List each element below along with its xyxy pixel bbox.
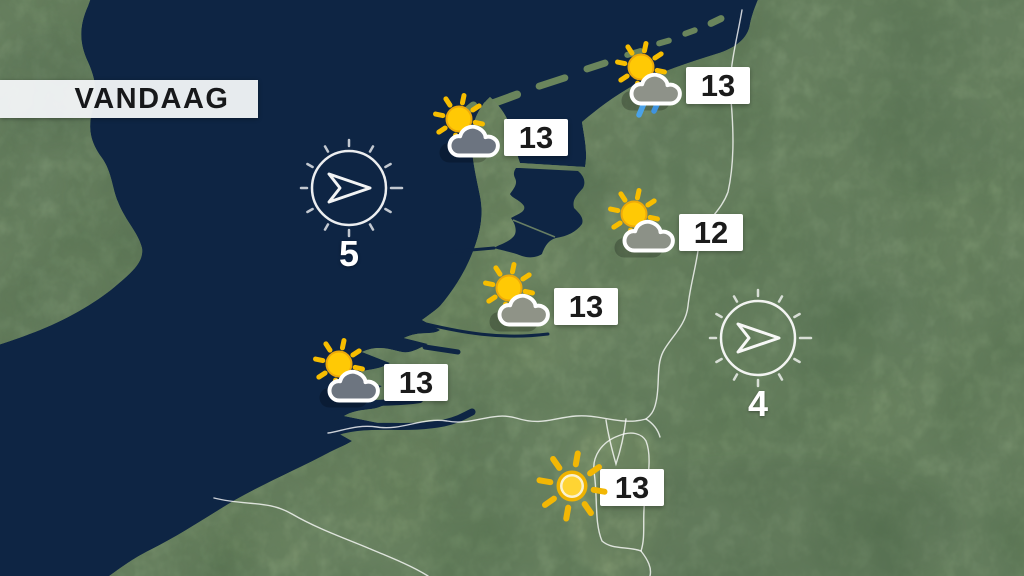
border-be-fr [213, 497, 429, 576]
temperature-label: 13 [600, 469, 664, 506]
wind-speed: 5 [338, 233, 360, 274]
houtribdijk [512, 219, 556, 238]
border-be-de [645, 418, 661, 438]
weather-station-groningen: 13 [605, 37, 775, 147]
temperature-label: 13 [554, 288, 618, 325]
wind-compass-icon [299, 138, 404, 238]
temperature-label: 13 [686, 67, 750, 104]
weather-station-noord-holland: 13 [423, 89, 593, 199]
sun-icon [536, 450, 610, 524]
temperature-value: 13 [568, 288, 604, 324]
temperature-value: 12 [693, 214, 729, 250]
weather-station-oost: 12 [598, 184, 768, 294]
page-title: VANDAAG [74, 82, 230, 115]
border-nl-be [327, 415, 647, 434]
weather-station-zuid: 13 [536, 450, 706, 560]
border-lu-fr [640, 550, 652, 576]
sun-cloud-rain-icon [605, 37, 682, 118]
wind-indicator-land: 4 [703, 288, 813, 438]
temperature-value: 13 [398, 364, 434, 400]
sun-icon [536, 450, 706, 560]
weather-station-midden: 13 [473, 258, 643, 368]
wind-indicator-sea: 5 [294, 138, 404, 288]
temperature-label: 13 [504, 119, 568, 156]
temperature-value: 13 [518, 119, 554, 155]
temperature-label: 13 [384, 364, 448, 401]
weather-station-zeeland: 13 [303, 334, 473, 444]
temperature-label: 12 [679, 214, 743, 251]
wind-speed: 4 [747, 383, 769, 424]
temperature-value: 13 [700, 67, 736, 103]
ijsselmeer [494, 168, 585, 258]
temperature-value: 13 [614, 469, 650, 505]
sun-cloud-icon [423, 89, 500, 163]
sun-cloud-icon [473, 258, 550, 332]
sun-cloud-icon [303, 334, 380, 408]
title-bar: VANDAAG [0, 80, 258, 118]
wind-compass-icon [708, 288, 813, 388]
